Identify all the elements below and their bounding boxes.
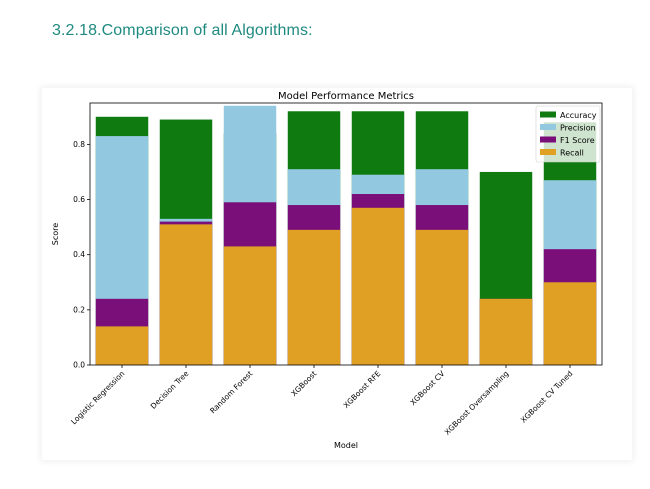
y-axis-label: Score: [51, 223, 60, 245]
bar-recall-random-forest: [223, 246, 277, 365]
x-tick-label-xgboost-cv-tuned: XGBoost CV Tuned: [519, 369, 575, 425]
bar-recall-xgboost-cv-tuned: [543, 282, 597, 365]
bar-recall-xgboost-cv: [415, 229, 469, 365]
y-tick-label: 0.8: [73, 140, 85, 149]
x-axis-label: Model: [334, 441, 358, 450]
bar-recall-logistic-regression: [95, 326, 149, 365]
x-tick-label-xgboost-oversampling: XGBoost Oversampling: [443, 369, 511, 437]
legend: Accuracy Precision F1 Score Recall: [535, 105, 601, 163]
legend-label-accuracy: Accuracy: [560, 111, 597, 120]
x-tick-label-xgboost-cv: XGBoost CV: [408, 368, 447, 407]
plot-frame: [89, 102, 603, 366]
legend-swatch-f1-score: [540, 136, 556, 143]
x-tick-label-xgboost-rfe: XGBoost RFE: [342, 369, 383, 410]
legend-label-f1-score: F1 Score: [560, 136, 595, 145]
series-recall: [95, 207, 597, 365]
y-tick-label: 0.6: [73, 195, 85, 204]
legend-swatch-precision: [540, 124, 556, 130]
y-tick-label: 0.0: [73, 361, 85, 370]
x-tick-label-decision-tree: Decision Tree: [149, 369, 191, 411]
y-tick-label: 0.4: [73, 250, 85, 259]
legend-label-recall: Recall: [560, 149, 584, 158]
y-tick-label: 0.2: [73, 305, 85, 314]
x-tick-label-logistic-regression: Logistic Regression: [69, 369, 126, 426]
bar-chart: Model Performance Metrics 0.0 0.2 0.4 0.6 0.8…: [51, 91, 603, 450]
section-heading: 3.2.18.Comparison of all Algorithms:: [52, 22, 313, 39]
bar-recall-xgboost-rfe: [351, 207, 405, 365]
x-tick-label-xgboost: XGBoost: [289, 369, 318, 398]
bar-recall-decision-tree: [159, 224, 213, 365]
chart-title: Model Performance Metrics: [278, 91, 414, 102]
legend-swatch-recall: [540, 149, 556, 155]
bar-recall-xgboost-oversampling: [479, 298, 533, 365]
legend-label-precision: Precision: [560, 124, 596, 133]
x-tick-label-random-forest: Random Forest: [208, 369, 254, 415]
chart-figure: Model Performance Metrics 0.0 0.2 0.4 0.6 0.8…: [42, 88, 632, 460]
legend-box: [535, 105, 601, 163]
bar-recall-xgboost: [287, 229, 341, 365]
legend-swatch-accuracy: [540, 111, 556, 118]
